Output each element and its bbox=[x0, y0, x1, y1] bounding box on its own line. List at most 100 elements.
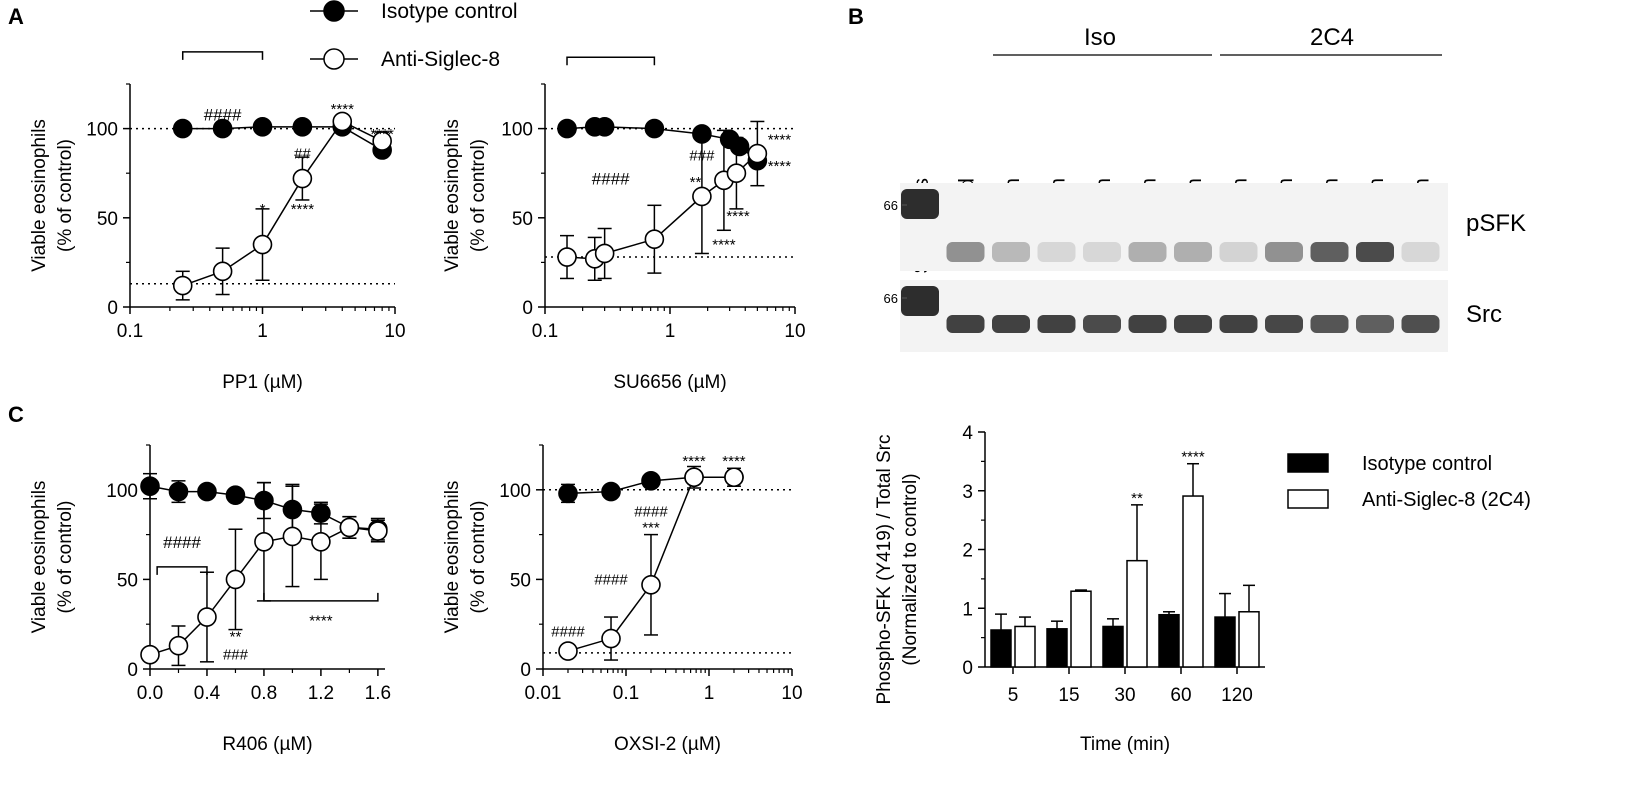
blot-band-src bbox=[901, 286, 939, 316]
legend-isotype-marker bbox=[323, 0, 345, 22]
pp1-point-anti bbox=[292, 168, 313, 189]
bar-legend-isotype-swatch bbox=[1287, 453, 1329, 473]
oxsi2-annotation: #### bbox=[551, 623, 585, 640]
pp1-bracket-label: #### bbox=[204, 105, 242, 124]
su6656-bracket bbox=[566, 56, 656, 66]
pp1-point-isotype bbox=[292, 117, 313, 137]
bar-legend-anti-swatch bbox=[1287, 489, 1329, 509]
su6656-xtick-label: 0.1 bbox=[532, 321, 558, 342]
r406-point-isotype bbox=[225, 485, 246, 505]
blot-band-src bbox=[1356, 315, 1394, 333]
bar-legend-anti-label: Anti-Siglec-8 (2C4) bbox=[1362, 489, 1531, 511]
blot-band-src bbox=[1265, 315, 1303, 333]
blot-band-src bbox=[1219, 315, 1258, 333]
su6656-y-axis-label-2: (% of control) bbox=[468, 139, 489, 252]
su6656-xtick-label: 1 bbox=[665, 321, 676, 342]
su6656-point-anti bbox=[644, 229, 665, 250]
legend-isotype-label: Isotype control bbox=[381, 0, 518, 23]
su6656-point-isotype bbox=[594, 117, 615, 137]
su6656-point-isotype bbox=[557, 118, 577, 139]
su6656-annotation: ** bbox=[690, 174, 702, 191]
oxsi2-annotation: **** bbox=[682, 453, 706, 470]
oxsi2-point-isotype bbox=[601, 481, 621, 502]
oxsi2-annotation: #### bbox=[634, 503, 668, 520]
r406-y-axis-label: Viable eosinophils bbox=[29, 481, 50, 634]
r406-annotation: ### bbox=[223, 647, 249, 664]
pp1-annotation: ## bbox=[294, 146, 311, 163]
r406-bracket bbox=[156, 566, 208, 575]
blot-row-label-src: Src bbox=[1466, 301, 1502, 328]
oxsi2-y-axis-label: Viable eosinophils bbox=[442, 481, 463, 634]
r406-xtick-label: 0.8 bbox=[251, 683, 277, 704]
oxsi2-xtick-label: 0.1 bbox=[613, 683, 639, 704]
pp1-y-axis-label: Viable eosinophils bbox=[29, 119, 50, 272]
blot-band-psfk bbox=[1310, 242, 1349, 262]
su6656-annotation: **** bbox=[726, 208, 750, 225]
phospho-x-axis-label: Time (min) bbox=[1080, 734, 1170, 755]
phospho-xtick-label: 15 bbox=[1058, 685, 1079, 706]
panel-label-c: C bbox=[8, 402, 24, 427]
blot-row-label-psfk: pSFK bbox=[1466, 210, 1526, 237]
oxsi2-point-anti bbox=[724, 467, 744, 488]
pp1-y-axis-label-2: (% of control) bbox=[55, 139, 76, 252]
oxsi2-annotation: *** bbox=[642, 519, 660, 536]
blot-band-psfk bbox=[1037, 242, 1076, 262]
phospho-bar-anti bbox=[1126, 559, 1148, 668]
r406-xtick-label: 1.6 bbox=[365, 683, 391, 704]
su6656-ytick-label: 50 bbox=[512, 209, 533, 230]
r406-point-anti bbox=[368, 521, 388, 541]
blot-band-psfk bbox=[992, 242, 1030, 262]
r406-point-isotype bbox=[168, 481, 189, 502]
blot-band-psfk bbox=[1265, 242, 1303, 262]
su6656-ytick-label: 100 bbox=[501, 120, 533, 141]
oxsi2-y-axis-label-2: (% of control) bbox=[468, 501, 489, 614]
blot-band-psfk bbox=[1083, 242, 1121, 262]
su6656-x-axis-label: SU6656 (µM) bbox=[613, 372, 726, 393]
r406-point-anti bbox=[254, 531, 274, 552]
oxsi2-point-anti bbox=[558, 641, 578, 661]
phospho-bar-isotype bbox=[990, 629, 1012, 668]
blot-band-src bbox=[992, 315, 1030, 333]
phospho-bar-anti bbox=[1238, 611, 1260, 668]
phospho-bar-anti bbox=[1070, 590, 1092, 668]
phospho-ytick-label: 0 bbox=[962, 658, 973, 679]
phospho-bar-isotype bbox=[1046, 628, 1068, 668]
su6656-annotation: **** bbox=[768, 158, 792, 175]
phospho-bar-isotype bbox=[1214, 616, 1236, 668]
phospho-xtick-label: 30 bbox=[1114, 685, 1135, 706]
phospho-annotation: ** bbox=[1131, 490, 1143, 507]
phospho-xtick-label: 60 bbox=[1170, 685, 1191, 706]
oxsi2-annotation: **** bbox=[722, 453, 746, 470]
su6656-ytick-label: 0 bbox=[522, 298, 533, 319]
pp1-point-anti bbox=[252, 234, 273, 255]
panel-label-b: B bbox=[848, 4, 864, 29]
blot-band-psfk bbox=[1401, 242, 1440, 262]
pp1-series-line-0 bbox=[182, 126, 383, 151]
pp1-xtick-label: 10 bbox=[384, 321, 405, 342]
oxsi2-xtick-label: 10 bbox=[781, 683, 802, 704]
su6656-xtick-label: 10 bbox=[784, 321, 805, 342]
su6656-point-anti bbox=[747, 143, 768, 164]
blot-band-src bbox=[1310, 315, 1349, 333]
su6656-annotation: **** bbox=[712, 237, 736, 254]
r406-point-isotype bbox=[197, 481, 217, 502]
blot-band-psfk bbox=[1356, 242, 1394, 262]
r406-point-anti bbox=[168, 635, 189, 656]
blot-band-src bbox=[1083, 315, 1121, 333]
blot-marker-label: 66 bbox=[884, 198, 898, 213]
pp1-series-line-1 bbox=[182, 120, 383, 287]
r406-ytick-label: 100 bbox=[106, 481, 138, 502]
panel-label-a: A bbox=[8, 4, 24, 29]
su6656-y-axis-label: Viable eosinophils bbox=[442, 119, 463, 272]
pp1-point-isotype bbox=[172, 118, 193, 139]
blot-band-psfk bbox=[1128, 242, 1167, 262]
pp1-point-isotype bbox=[252, 117, 273, 137]
oxsi2-xtick-label: 0.01 bbox=[525, 683, 562, 704]
pp1-ytick-label: 0 bbox=[107, 298, 118, 319]
phospho-ytick-label: 3 bbox=[962, 482, 973, 503]
su6656-point-isotype bbox=[644, 118, 665, 139]
phospho-bar-anti bbox=[1182, 495, 1204, 668]
su6656-annotation: **** bbox=[768, 131, 792, 148]
